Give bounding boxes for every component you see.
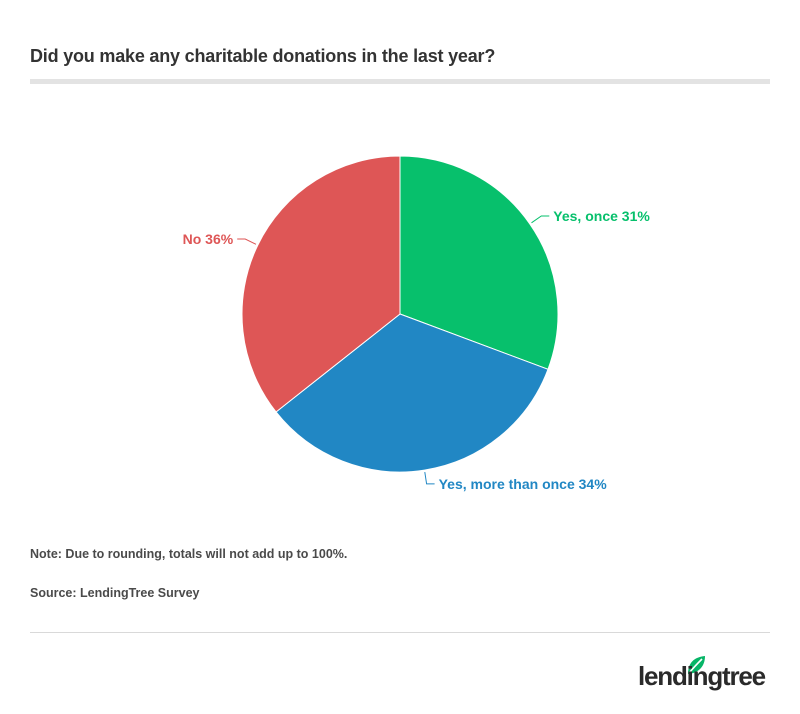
logo-wordmark: lendingtree [638,661,766,691]
pie-slices [241,155,559,473]
slice-label: No 36% [183,231,234,247]
lendingtree-logo[interactable]: lendingtree [638,654,770,694]
leader-line [531,215,550,224]
pie-slice-yes-once [399,155,559,370]
pie-slice-no [241,155,401,413]
footer-divider [30,632,770,633]
leader-lines [237,215,550,485]
title-divider [30,79,770,84]
slice-labels: Yes, once 31% Yes, more than once 34% No 3… [183,208,651,492]
pie-slice-yes-more-than-once [275,313,549,473]
slice-label: Yes, more than once 34% [439,476,608,492]
chart-note: Note: Due to rounding, totals will not a… [30,547,348,561]
chart-title: Did you make any charitable donations in… [30,46,496,66]
chart-source: Source: LendingTree Survey [30,586,200,600]
leader-line [237,238,257,245]
leaf-icon [688,656,705,674]
slice-label: Yes, once 31% [553,208,650,224]
leader-line [424,472,435,485]
pie-chart: Yes, once 31% Yes, more than once 34% No 3… [183,155,651,492]
